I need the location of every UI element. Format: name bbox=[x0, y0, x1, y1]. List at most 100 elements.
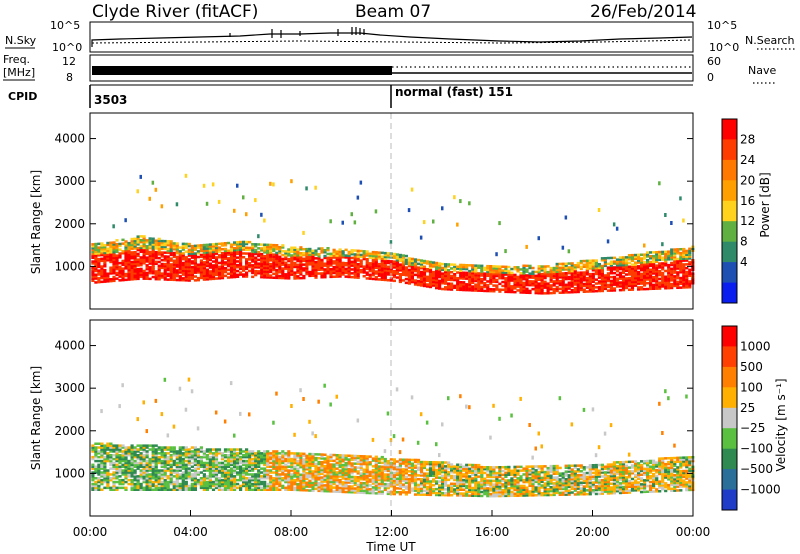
scatter-cell bbox=[181, 252, 185, 255]
scatter-cell bbox=[450, 276, 454, 280]
scatter-cell bbox=[145, 277, 149, 280]
scatter-cell bbox=[202, 264, 206, 268]
scatter-cell bbox=[260, 243, 264, 246]
scatter-cell bbox=[257, 452, 261, 455]
scatter-cell bbox=[407, 278, 411, 281]
scatter-speckle bbox=[184, 173, 188, 178]
scatter-cell bbox=[350, 268, 354, 271]
scatter-cell bbox=[299, 460, 303, 463]
scatter-cell bbox=[166, 457, 170, 461]
scatter-cell bbox=[332, 471, 336, 474]
scatter-cell bbox=[269, 253, 273, 256]
scatter-cell bbox=[374, 266, 378, 269]
scatter-cell bbox=[540, 278, 544, 282]
scatter-cell bbox=[600, 283, 604, 287]
scatter-cell bbox=[254, 245, 258, 248]
scatter-cell bbox=[106, 469, 110, 472]
scatter-cell bbox=[184, 484, 188, 488]
scatter-cell bbox=[395, 270, 399, 273]
scatter-cell bbox=[272, 455, 276, 459]
scatter-cell bbox=[356, 456, 360, 460]
scatter-cell bbox=[205, 274, 209, 277]
scatter-cell bbox=[190, 246, 194, 250]
scatter-cell bbox=[332, 459, 336, 463]
scatter-cell bbox=[178, 259, 182, 263]
scatter-cell bbox=[296, 484, 300, 488]
scatter-cell bbox=[124, 244, 128, 247]
scatter-cell bbox=[97, 269, 101, 272]
scatter-cell bbox=[585, 290, 589, 293]
scatter-cell bbox=[365, 265, 369, 269]
scatter-cell bbox=[410, 477, 414, 481]
scatter-cell bbox=[223, 486, 228, 490]
scatter-cell bbox=[94, 252, 98, 255]
scatter-cell bbox=[166, 255, 170, 258]
scatter-cell bbox=[353, 255, 357, 258]
scatter-cell bbox=[193, 450, 197, 453]
scatter-cell bbox=[178, 246, 182, 249]
scatter-cell bbox=[157, 256, 161, 260]
scatter-cell bbox=[127, 459, 131, 463]
scatter-cell bbox=[109, 268, 113, 271]
scatter-cell bbox=[335, 250, 339, 253]
scatter-cell bbox=[537, 269, 541, 272]
scatter-cell bbox=[91, 444, 95, 447]
scatter-cell bbox=[676, 280, 680, 284]
scatter-cell bbox=[365, 489, 369, 493]
scatter-cell bbox=[242, 478, 246, 482]
scatter-cell bbox=[597, 274, 601, 277]
scatter-cell bbox=[217, 277, 222, 280]
scatter-cell bbox=[519, 268, 523, 271]
scatter-cell bbox=[236, 452, 240, 455]
scatter-cell bbox=[658, 262, 662, 265]
scatter-cell bbox=[347, 268, 351, 271]
scatter-cell bbox=[341, 460, 345, 463]
scatter-cell bbox=[124, 450, 128, 453]
scatter-cell bbox=[495, 274, 499, 278]
scatter-cell bbox=[181, 271, 185, 274]
scatter-cell bbox=[561, 262, 565, 266]
scatter-cell bbox=[251, 488, 255, 491]
scatter-cell bbox=[588, 290, 592, 293]
scatter-cell bbox=[441, 272, 445, 275]
scatter-cell bbox=[510, 279, 514, 282]
scatter-cell bbox=[190, 269, 194, 273]
scatter-cell bbox=[597, 280, 601, 283]
scatter-cell bbox=[600, 268, 604, 272]
scatter-cell bbox=[326, 482, 330, 485]
scatter-cell bbox=[419, 487, 424, 491]
scatter-cell bbox=[471, 281, 475, 284]
scatter-cell bbox=[673, 259, 677, 263]
scatter-cell bbox=[278, 475, 282, 478]
scatter-cell bbox=[242, 454, 246, 457]
scatter-cell bbox=[332, 473, 336, 476]
scatter-cell bbox=[667, 252, 671, 255]
scatter-cell bbox=[290, 463, 294, 467]
scatter-cell bbox=[588, 280, 592, 284]
scatter-cell bbox=[504, 271, 508, 274]
scatter-cell bbox=[229, 266, 234, 269]
scatter-cell bbox=[513, 267, 517, 271]
scatter-cell bbox=[169, 268, 173, 272]
scatter-cell bbox=[302, 489, 306, 492]
scatter-cell bbox=[220, 454, 225, 457]
scatter-cell bbox=[323, 466, 327, 470]
scatter-cell bbox=[552, 289, 556, 293]
scatter-cell bbox=[208, 455, 212, 459]
scatter-cell bbox=[278, 455, 282, 459]
scatter-cell bbox=[498, 269, 502, 272]
scatter-cell bbox=[115, 262, 119, 265]
scatter-cell bbox=[646, 268, 650, 272]
scatter-cell bbox=[410, 269, 414, 272]
scatter-cell bbox=[326, 457, 330, 460]
scatter-cell bbox=[281, 263, 285, 266]
scatter-cell bbox=[688, 249, 692, 253]
scatter-cell bbox=[287, 486, 291, 490]
scatter-cell bbox=[160, 475, 164, 478]
scatter-cell bbox=[317, 489, 321, 493]
scatter-cell bbox=[438, 271, 442, 275]
scatter-cell bbox=[239, 246, 243, 249]
scatter-cell bbox=[407, 464, 411, 467]
scatter-cell bbox=[217, 450, 222, 453]
